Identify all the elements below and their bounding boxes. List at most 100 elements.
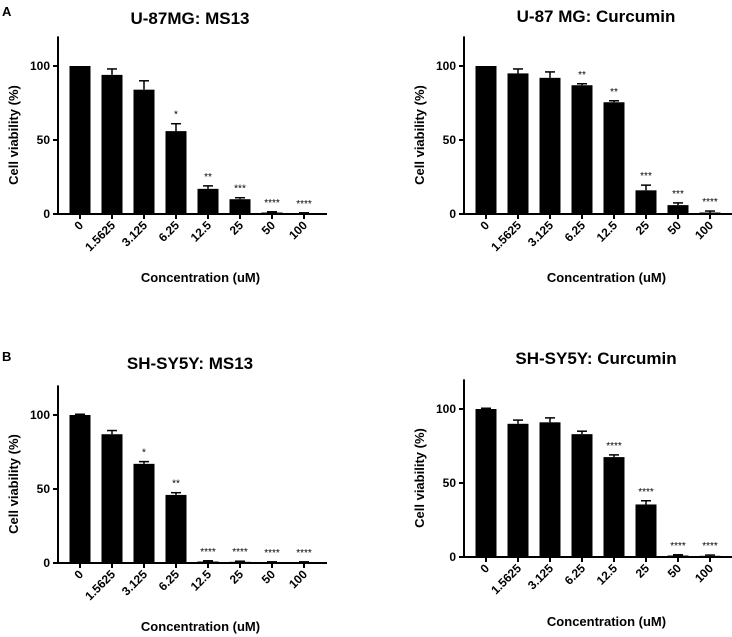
y-tick-label: 100 <box>30 408 50 422</box>
bar <box>603 102 625 214</box>
x-tick-label: 100 <box>286 218 310 242</box>
x-tick-label: 3.125 <box>119 567 150 598</box>
x-tick-label: 12.5 <box>188 218 215 245</box>
panel-label: B <box>2 349 11 364</box>
bar <box>197 561 219 563</box>
y-tick-label: 0 <box>449 207 456 221</box>
x-tick-label: 25 <box>227 218 247 238</box>
x-tick-label: 50 <box>259 218 279 238</box>
bar <box>539 422 561 557</box>
y-tick-label: 0 <box>43 556 50 570</box>
x-axis-label: Concentration (uM) <box>141 619 260 634</box>
x-tick-label: 100 <box>692 218 716 242</box>
chart-title: U-87 MG: Curcumin <box>517 7 676 26</box>
significance-label: *** <box>672 189 684 200</box>
bar <box>635 504 657 557</box>
bar <box>571 434 593 557</box>
significance-label: **** <box>296 199 312 210</box>
y-tick-label: 50 <box>443 476 457 490</box>
bar <box>635 190 657 214</box>
significance-label: *** <box>640 171 652 182</box>
x-tick-label: 3.125 <box>525 561 556 592</box>
x-tick-label: 6.25 <box>156 567 183 594</box>
bar <box>165 131 187 214</box>
bar <box>475 66 497 214</box>
bar <box>603 457 625 557</box>
chart-panel-2: U-87 MG: Curcumin 0 50 100 Cell viability (%… <box>412 7 732 285</box>
bar <box>101 434 123 563</box>
bar <box>261 562 283 564</box>
x-tick-label: 12.5 <box>594 561 621 588</box>
x-tick-label: 50 <box>665 218 685 238</box>
bar <box>571 85 593 215</box>
chart-panel-4: SH-SY5Y: Curcumin 0 50 100 Cell viability (%… <box>412 349 732 629</box>
x-tick-label: 1.5625 <box>82 218 118 254</box>
x-axis-label: Concentration (uM) <box>547 614 666 629</box>
significance-label: ** <box>578 70 586 81</box>
bar <box>667 555 689 557</box>
bar <box>507 423 529 557</box>
x-tick-label: 100 <box>692 561 716 585</box>
x-tick-label: 3.125 <box>525 218 556 249</box>
significance-label: ** <box>172 479 180 490</box>
x-tick-label: 25 <box>633 561 653 581</box>
x-tick-label: 1.5625 <box>488 218 524 254</box>
y-tick-label: 100 <box>30 59 50 73</box>
panel-label: A <box>2 4 12 19</box>
bar <box>293 562 315 564</box>
y-axis-label: Cell viability (%) <box>6 434 21 534</box>
significance-label: * <box>174 110 178 121</box>
significance-label: ** <box>610 87 618 98</box>
bar <box>699 555 721 557</box>
bar <box>101 74 123 214</box>
y-tick-label: 50 <box>37 482 51 496</box>
x-axis-label: Concentration (uM) <box>141 270 260 285</box>
bar <box>229 199 251 214</box>
y-axis-label: Cell viability (%) <box>6 85 21 185</box>
y-tick-label: 0 <box>449 550 456 564</box>
bar <box>293 213 315 215</box>
x-tick-label: 12.5 <box>188 567 215 594</box>
y-tick-label: 0 <box>43 207 50 221</box>
bar <box>133 89 155 214</box>
x-tick-label: 1.5625 <box>488 561 524 597</box>
y-axis-label: Cell viability (%) <box>412 428 427 528</box>
bar <box>539 77 561 214</box>
bar <box>69 415 91 563</box>
bar <box>197 188 219 214</box>
y-tick-label: 50 <box>443 133 457 147</box>
y-tick-label: 50 <box>37 133 51 147</box>
significance-label: **** <box>702 541 718 552</box>
x-tick-label: 50 <box>259 567 279 587</box>
x-tick-label: 1.5625 <box>82 567 118 603</box>
bar <box>507 73 529 215</box>
y-tick-label: 100 <box>436 59 456 73</box>
bar <box>475 409 497 557</box>
significance-label: *** <box>234 184 246 195</box>
x-axis-label: Concentration (uM) <box>547 270 666 285</box>
significance-label: **** <box>232 547 248 558</box>
x-tick-label: 25 <box>227 567 247 587</box>
bar <box>667 205 689 214</box>
x-tick-label: 50 <box>665 561 685 581</box>
chart-title: SH-SY5Y: MS13 <box>127 354 253 373</box>
bar <box>261 212 283 214</box>
significance-label: ** <box>204 172 212 183</box>
x-tick-label: 6.25 <box>562 561 589 588</box>
y-axis-label: Cell viability (%) <box>412 85 427 185</box>
significance-label: **** <box>702 197 718 208</box>
bar <box>133 463 155 563</box>
significance-label: **** <box>264 548 280 559</box>
chart-title: U-87MG: MS13 <box>130 9 249 28</box>
x-tick-label: 3.125 <box>119 218 150 249</box>
x-tick-label: 0 <box>71 567 86 582</box>
x-tick-label: 6.25 <box>156 218 183 245</box>
significance-label: **** <box>296 548 312 559</box>
chart-title: SH-SY5Y: Curcumin <box>515 349 676 368</box>
x-tick-label: 0 <box>71 218 86 233</box>
y-tick-label: 100 <box>436 402 456 416</box>
significance-label: **** <box>670 541 686 552</box>
